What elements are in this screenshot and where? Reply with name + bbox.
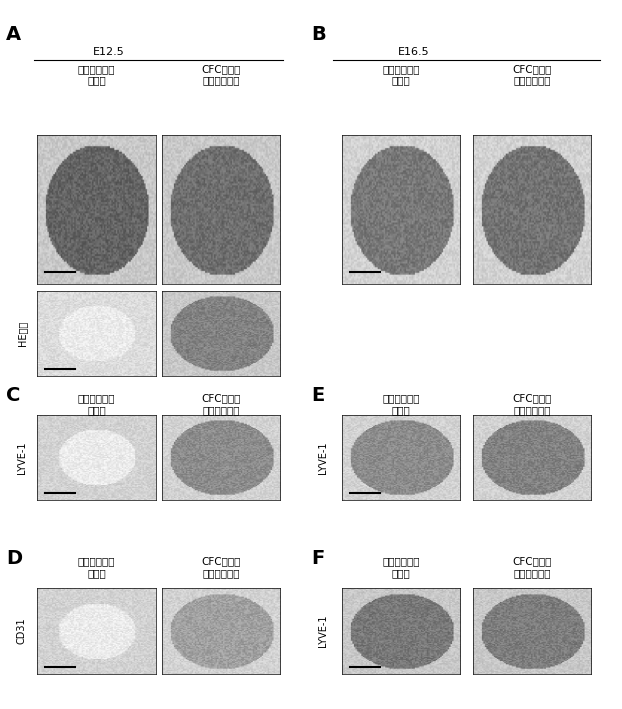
Text: CFC症候群
モデルマウス: CFC症候群 モデルマウス bbox=[512, 393, 552, 415]
Text: A: A bbox=[6, 25, 21, 44]
Text: CFC症候群
モデルマウス: CFC症候群 モデルマウス bbox=[201, 557, 241, 578]
Text: コントロール
マウス: コントロール マウス bbox=[383, 557, 420, 578]
Text: E: E bbox=[311, 386, 324, 406]
Text: コントロール
マウス: コントロール マウス bbox=[78, 393, 115, 415]
Text: コントロール
マウス: コントロール マウス bbox=[383, 64, 420, 85]
Text: CFC症候群
モデルマウス: CFC症候群 モデルマウス bbox=[512, 557, 552, 578]
Text: CFC症候群
モデルマウス: CFC症候群 モデルマウス bbox=[201, 64, 241, 85]
Text: F: F bbox=[311, 549, 324, 569]
Text: CFC症候群
モデルマウス: CFC症候群 モデルマウス bbox=[201, 393, 241, 415]
Text: E12.5: E12.5 bbox=[93, 47, 125, 57]
Text: LYVE-1: LYVE-1 bbox=[318, 441, 328, 474]
Text: コントロール
マウス: コントロール マウス bbox=[78, 64, 115, 85]
Text: C: C bbox=[6, 386, 21, 406]
Text: B: B bbox=[311, 25, 326, 44]
Text: コントロール
マウス: コントロール マウス bbox=[383, 393, 420, 415]
Text: E16.5: E16.5 bbox=[398, 47, 429, 57]
Text: コントロール
マウス: コントロール マウス bbox=[78, 557, 115, 578]
Text: LYVE-1: LYVE-1 bbox=[17, 441, 27, 474]
Text: CD31: CD31 bbox=[17, 618, 27, 644]
Text: D: D bbox=[6, 549, 22, 569]
Text: LYVE-1: LYVE-1 bbox=[318, 615, 328, 647]
Text: HE染色: HE染色 bbox=[17, 320, 27, 346]
Text: CFC症候群
モデルマウス: CFC症候群 モデルマウス bbox=[512, 64, 552, 85]
